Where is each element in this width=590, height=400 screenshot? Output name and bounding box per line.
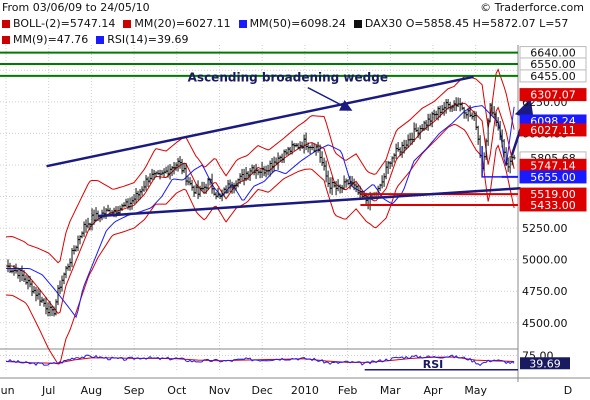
y-tick-label: 5000.00 bbox=[522, 254, 568, 267]
bollinger-lower-band bbox=[5, 123, 515, 365]
price-label-text: 5519.00 bbox=[530, 188, 576, 201]
x-tick-label: Sep bbox=[124, 384, 145, 397]
price-label-box bbox=[519, 69, 587, 83]
x-tick-label: Jun bbox=[0, 384, 15, 397]
price-label-text: 6640.00 bbox=[530, 47, 576, 60]
legend-swatch bbox=[96, 36, 105, 44]
wedge-upper-trendline bbox=[46, 75, 474, 168]
legend-item: RSI(14)=39.69 bbox=[96, 32, 188, 48]
legend-row-1: BOLL-(2)=5747.14 MM(20)=6027.11 MM(50)=609… bbox=[2, 16, 576, 32]
legend-swatch bbox=[2, 36, 10, 44]
legend-text: BOLL-(2)=5747.14 bbox=[13, 17, 116, 30]
x-tick-label: Dec bbox=[252, 384, 273, 397]
x-tick-label: D bbox=[564, 384, 572, 397]
price-label-box bbox=[519, 198, 587, 212]
x-tick-label: Apr bbox=[423, 384, 443, 397]
legend-item: MM(50)=6098.24 bbox=[238, 16, 346, 32]
mm50-line bbox=[6, 105, 515, 319]
x-tick-label: Jul bbox=[41, 384, 55, 397]
y-tick-label: 4500.00 bbox=[522, 317, 568, 330]
legend-item: DAX30 O=5858.45 H=5872.07 L=57 bbox=[353, 16, 569, 32]
price-label-text: 6550.00 bbox=[530, 58, 576, 71]
price-label-text: 5655.00 bbox=[530, 171, 576, 184]
date-range-text: From 03/06/09 to 24/05/10 bbox=[2, 1, 150, 14]
price-label-text: 6307.07 bbox=[530, 89, 576, 102]
price-label-text: 6455.00 bbox=[530, 70, 576, 83]
price-label-text: 5747.14 bbox=[530, 159, 576, 172]
y-tick-label: 4750.00 bbox=[522, 285, 568, 298]
bollinger-upper-band bbox=[5, 68, 515, 264]
legend-item: MM(20)=6027.11 bbox=[123, 16, 231, 32]
rsi-current-label: 39.69 bbox=[529, 357, 561, 370]
legend-swatch bbox=[123, 20, 132, 28]
legend-text: MM(9)=47.76 bbox=[13, 33, 89, 46]
rsi-annotation-label: RSI bbox=[423, 358, 444, 371]
wedge-annotation-label: Ascending broadening wedge bbox=[188, 71, 388, 85]
price-label-box bbox=[519, 123, 587, 137]
price-label-box bbox=[519, 88, 587, 102]
support-box-line bbox=[481, 146, 502, 178]
legend-item: MM(9)=47.76 bbox=[2, 32, 88, 48]
copyright-text: © Traderforce.com bbox=[480, 1, 584, 14]
legend-swatch bbox=[2, 20, 10, 28]
x-tick-labels: Jun Jul Aug Sep Oct Nov Dec 2010 Feb Mar Apr May D bbox=[0, 384, 572, 397]
legend-item: BOLL-(2)=5747.14 bbox=[2, 16, 115, 32]
chart-header: From 03/06/09 to 24/05/10 © Traderforce.… bbox=[0, 0, 590, 50]
price-label-text: 5433.00 bbox=[530, 199, 576, 212]
price-bars bbox=[6, 97, 516, 317]
x-tick-label: May bbox=[464, 384, 487, 397]
x-tick-label: Mar bbox=[380, 384, 401, 397]
legend-text: RSI(14)=39.69 bbox=[107, 33, 189, 46]
x-tick-label: Nov bbox=[209, 384, 231, 397]
rsi-line bbox=[5, 354, 515, 367]
wedge-label-arrow bbox=[307, 86, 353, 111]
legend-row-2: MM(9)=47.76 RSI(14)=39.69 bbox=[2, 32, 196, 48]
wedge-lower-trendline bbox=[97, 187, 521, 218]
x-tick-label: Aug bbox=[81, 384, 102, 397]
x-tick-label: Feb bbox=[338, 384, 357, 397]
mm20-line bbox=[6, 102, 515, 315]
legend-swatch bbox=[238, 20, 247, 28]
legend-text: DAX30 O=5858.45 H=5872.07 L=57 bbox=[364, 17, 569, 30]
legend-text: MM(20)=6027.11 bbox=[134, 17, 231, 30]
legend-swatch bbox=[353, 20, 362, 28]
x-tick-label: 2010 bbox=[291, 384, 319, 397]
price-label-boxes: 6640.006550.006455.006307.076098.246027.… bbox=[519, 46, 587, 212]
legend-text: MM(50)=6098.24 bbox=[249, 17, 346, 30]
grid-lines bbox=[0, 45, 518, 372]
y-tick-label: 5250.00 bbox=[522, 222, 568, 235]
rsi-current-box bbox=[520, 357, 570, 370]
price-label-box bbox=[519, 170, 587, 184]
price-label-text: 6027.11 bbox=[530, 124, 576, 137]
x-tick-label: Oct bbox=[167, 384, 187, 397]
